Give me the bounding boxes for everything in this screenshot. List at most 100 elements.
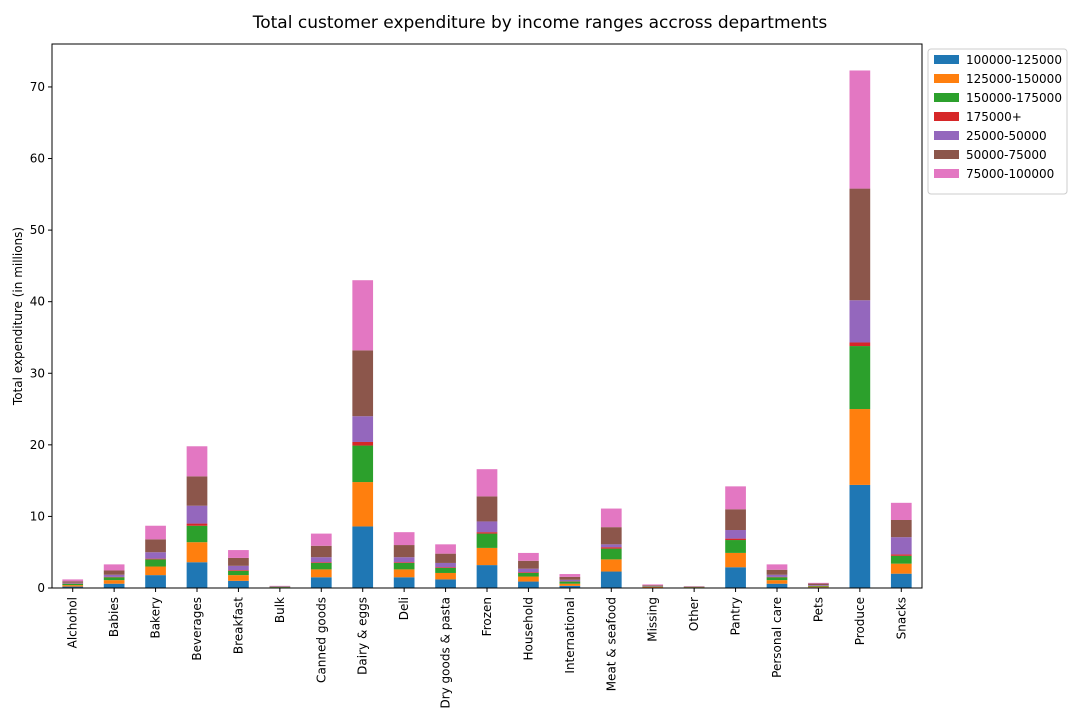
bar-segment-4-0 <box>228 581 249 588</box>
y-tick-label: 40 <box>30 295 45 309</box>
bar-segment-16-1 <box>725 553 746 567</box>
bar-segment-13-3 <box>601 547 622 548</box>
bar-segment-3-3 <box>187 524 208 526</box>
bar-segment-9-2 <box>435 568 456 573</box>
bar-segment-1-1 <box>104 580 125 584</box>
bar-segment-20-2 <box>891 556 912 564</box>
bar-segment-7-6 <box>352 280 373 350</box>
bar-segment-11-3 <box>518 572 539 573</box>
bar-segment-9-4 <box>435 563 456 567</box>
bar-segment-11-0 <box>518 582 539 588</box>
legend-swatch <box>934 150 959 159</box>
bar-segment-10-2 <box>477 534 498 548</box>
x-tick-label: Bulk <box>273 597 287 623</box>
bar-segment-13-1 <box>601 559 622 571</box>
bar-segment-11-2 <box>518 573 539 577</box>
bar-segment-2-5 <box>145 539 166 552</box>
bar-segment-10-5 <box>477 496 498 521</box>
bar-segment-14-1 <box>642 587 663 588</box>
bar-segment-13-5 <box>601 527 622 544</box>
bar-segment-19-2 <box>850 346 871 409</box>
bar-segment-4-4 <box>228 566 249 570</box>
bar-segment-11-4 <box>518 569 539 573</box>
bar-segment-11-5 <box>518 561 539 569</box>
bar-segment-19-0 <box>850 485 871 588</box>
bar-segment-8-0 <box>394 577 415 588</box>
bar-segment-19-4 <box>850 300 871 342</box>
bar-segment-16-3 <box>725 539 746 540</box>
bar-segment-7-0 <box>352 526 373 588</box>
bar-segment-9-0 <box>435 579 456 588</box>
bar-segment-2-3 <box>145 559 166 560</box>
bar-segment-17-2 <box>767 577 788 580</box>
bar-segment-3-0 <box>187 562 208 588</box>
legend-label: 150000-175000 <box>966 91 1062 105</box>
bar-segment-1-4 <box>104 575 125 577</box>
y-tick-label: 70 <box>30 80 45 94</box>
bar-segment-12-1 <box>560 584 581 586</box>
bar-segment-13-2 <box>601 549 622 560</box>
bar-segment-20-0 <box>891 574 912 588</box>
bar-segment-12-2 <box>560 582 581 584</box>
bar-segment-14-6 <box>642 584 663 585</box>
bar-segment-1-6 <box>104 564 125 570</box>
bar-segment-20-3 <box>891 554 912 555</box>
bar-segment-6-3 <box>311 562 332 563</box>
bar-segment-11-6 <box>518 553 539 561</box>
y-tick-label: 0 <box>37 581 45 595</box>
bar-segment-6-5 <box>311 546 332 557</box>
legend-swatch <box>934 74 959 83</box>
bar-segment-16-5 <box>725 509 746 530</box>
bar-segment-13-0 <box>601 572 622 588</box>
bar-segment-6-4 <box>311 557 332 562</box>
x-tick-label: Frozen <box>480 597 494 636</box>
bar-segment-7-2 <box>352 446 373 483</box>
bar-segment-9-5 <box>435 554 456 563</box>
bar-segment-17-1 <box>767 580 788 584</box>
x-tick-label: Canned goods <box>314 597 328 683</box>
legend-swatch <box>934 112 959 121</box>
legend-swatch <box>934 93 959 102</box>
bar-segment-13-6 <box>601 509 622 528</box>
bar-segment-8-4 <box>394 557 415 562</box>
bar-segment-19-3 <box>850 342 871 346</box>
bar-segment-8-1 <box>394 569 415 577</box>
bar-segment-10-4 <box>477 521 498 532</box>
bar-segment-2-2 <box>145 559 166 566</box>
bar-segment-2-1 <box>145 567 166 576</box>
x-tick-label: International <box>563 597 577 674</box>
bar-segment-6-2 <box>311 563 332 569</box>
bar-segment-7-3 <box>352 442 373 446</box>
bar-segment-1-2 <box>104 577 125 580</box>
x-tick-label: Meat & seafood <box>604 597 618 691</box>
bar-segment-12-5 <box>560 577 581 580</box>
x-tick-label: Snacks <box>894 597 908 639</box>
bar-segment-16-6 <box>725 486 746 509</box>
bar-segment-1-5 <box>104 570 125 574</box>
x-tick-label: Personal care <box>770 597 784 678</box>
bar-segment-3-2 <box>187 526 208 542</box>
bar-segment-3-5 <box>187 476 208 505</box>
bar-segment-20-5 <box>891 520 912 537</box>
bar-segment-2-6 <box>145 526 166 540</box>
bar-segment-4-1 <box>228 575 249 581</box>
bar-segment-10-1 <box>477 548 498 565</box>
bar-segment-4-3 <box>228 570 249 571</box>
bar-segment-6-6 <box>311 534 332 546</box>
x-tick-label: Pets <box>811 597 825 622</box>
bar-segment-0-1 <box>62 585 83 586</box>
y-axis-label: Total expenditure (in millions) <box>11 227 25 406</box>
bar-segment-19-6 <box>850 70 871 188</box>
y-tick-label: 50 <box>30 223 45 237</box>
bar-segment-20-4 <box>891 537 912 554</box>
bar-segment-14-5 <box>642 585 663 586</box>
legend-swatch <box>934 131 959 140</box>
bar-segment-13-4 <box>601 544 622 547</box>
bar-segment-20-6 <box>891 503 912 520</box>
bar-segment-9-6 <box>435 544 456 553</box>
x-tick-label: Other <box>687 597 701 631</box>
y-tick-label: 20 <box>30 438 45 452</box>
